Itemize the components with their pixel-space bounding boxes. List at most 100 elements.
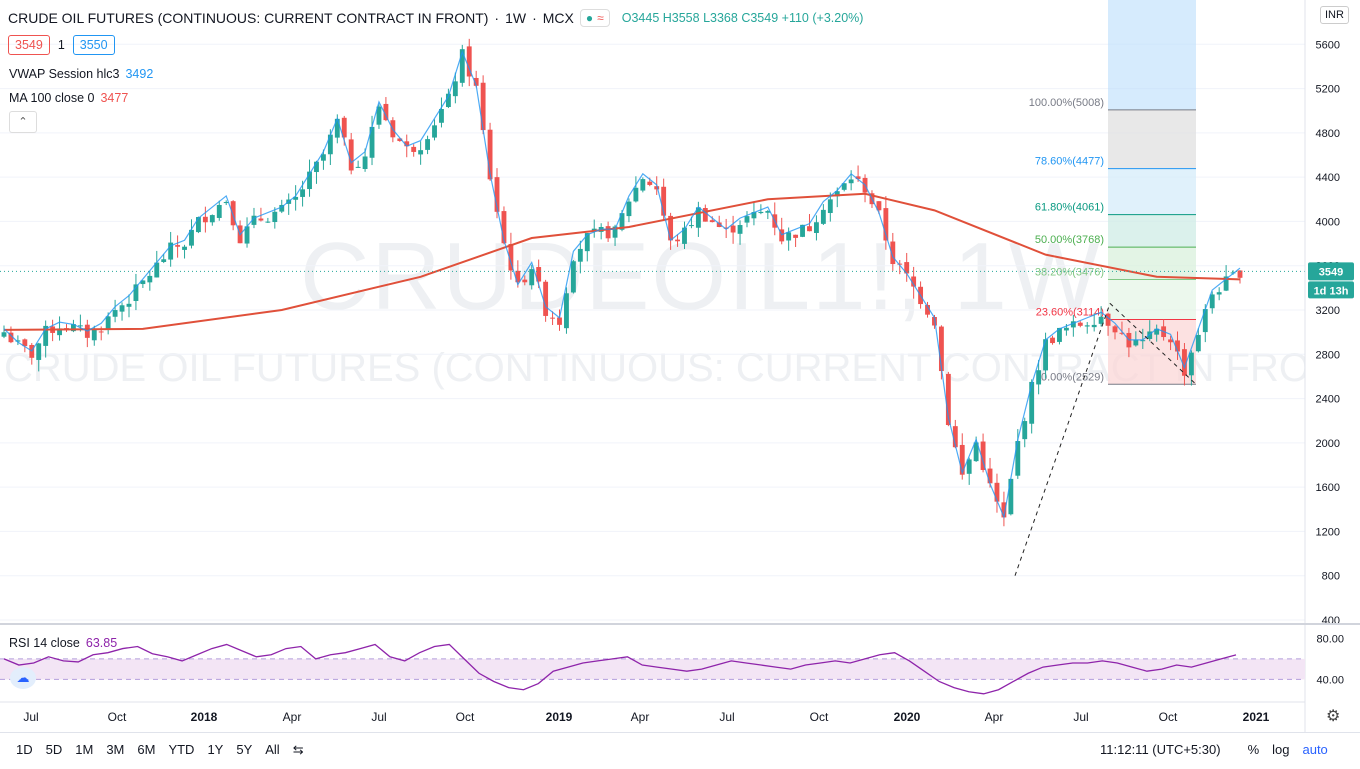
ohlc-low: L3368 [703, 11, 738, 25]
candle-body [536, 267, 542, 282]
price-tick-label: 400 [1322, 615, 1340, 627]
price-tick-label: 2400 [1316, 394, 1340, 406]
candle-body [1209, 294, 1215, 309]
date-range-icon[interactable]: ⇆ [292, 742, 304, 757]
range-3m[interactable]: 3M [106, 742, 125, 757]
candle-body [1147, 331, 1153, 339]
ohlc-open: O3445 [621, 11, 660, 25]
candle-body [890, 241, 896, 265]
candle-body [848, 179, 854, 184]
candle-body [397, 138, 403, 142]
market-status-pill[interactable]: ● ≈ [579, 9, 610, 27]
symbol-title[interactable]: CRUDE OIL FUTURES (CONTINUOUS: CURRENT C… [8, 10, 489, 26]
chart-canvas[interactable]: 100.00%(5008) 78.60%(4477) 61.80%(4061) 50.… [0, 0, 1360, 732]
range-1y[interactable]: 1Y [207, 742, 224, 757]
candle-body [189, 229, 194, 246]
range-1m[interactable]: 1M [75, 742, 94, 757]
fib-level-label: 61.80%(4061) [1035, 202, 1104, 214]
candle-body [980, 441, 986, 470]
clock-time[interactable]: 11:12:11 (UTC+5:30) [1100, 742, 1221, 757]
interval-label[interactable]: 1W [505, 10, 527, 26]
candle-body [272, 211, 278, 223]
rsi-band [0, 658, 1305, 680]
price-tick-label: 5600 [1316, 39, 1340, 51]
currency-label[interactable]: INR [1320, 6, 1349, 24]
candle-body [1057, 327, 1062, 342]
quantity-label: 1 [57, 38, 65, 52]
candle-body [689, 225, 694, 227]
fib-trend-line [1109, 302, 1197, 385]
collapse-legend-button[interactable]: ⌃ [9, 111, 37, 133]
candle-body [279, 204, 285, 212]
candle-body [1112, 326, 1118, 333]
candle-body [494, 177, 500, 212]
rsi-legend[interactable]: RSI 14 close 63.85 [9, 636, 117, 650]
ma-legend[interactable]: MA 100 close 0 3477 [9, 91, 128, 105]
rsi-label: RSI 14 close [9, 636, 80, 650]
candle-body [133, 284, 139, 301]
candle-body [126, 303, 132, 307]
range-6m[interactable]: 6M [137, 742, 156, 757]
candle-body [161, 259, 167, 262]
candle-body [182, 246, 187, 250]
time-tick-label: Oct [1159, 710, 1178, 724]
candle-body [737, 225, 743, 234]
candle-body [938, 326, 944, 372]
candle-body [112, 310, 118, 317]
candle-body [1195, 334, 1201, 352]
time-tick-label: Apr [631, 710, 650, 724]
candle-body [1188, 352, 1194, 376]
candle-body [202, 216, 208, 223]
fib-trend-line [1014, 303, 1111, 576]
candle-body [244, 226, 250, 244]
candle-body [612, 226, 618, 238]
candle-body [1216, 292, 1222, 295]
candle-body [147, 275, 153, 283]
gear-icon[interactable]: ⚙ [1326, 708, 1341, 725]
fib-level-label: 38.20%(3476) [1035, 266, 1104, 278]
range-5y[interactable]: 5Y [236, 742, 253, 757]
fib-level-label: 100.00%(5008) [1029, 97, 1104, 109]
candle-body [619, 213, 625, 230]
time-tick-label: Apr [283, 710, 302, 724]
candle-body [300, 189, 306, 197]
candle-body [1202, 309, 1208, 333]
candle-body [883, 208, 889, 241]
buy-button[interactable]: 3550 [72, 35, 115, 55]
price-tick-label: 3200 [1316, 305, 1340, 317]
candle-body [1119, 332, 1125, 334]
auto-toggle[interactable]: auto [1302, 742, 1328, 757]
candle-body [550, 317, 555, 319]
candle-body [904, 262, 910, 274]
time-tick-label: Jul [371, 710, 386, 724]
candle-body [404, 141, 410, 147]
fib-level-label: 23.60%(3114) [1036, 307, 1104, 319]
range-all[interactable]: All [265, 742, 280, 757]
sell-button[interactable]: 3549 [8, 35, 50, 55]
tradingview-logo-icon[interactable]: ☁ [10, 667, 36, 689]
rsi-tick-label: 80.00 [1316, 633, 1344, 645]
candle-body [473, 77, 479, 86]
candle-body [1237, 270, 1243, 278]
percent-toggle[interactable]: % [1247, 742, 1260, 757]
range-1d[interactable]: 1D [16, 742, 33, 757]
candle-body [959, 444, 965, 475]
log-toggle[interactable]: log [1272, 742, 1290, 757]
ma-label: MA 100 close 0 [9, 91, 95, 105]
candle-body [195, 217, 201, 233]
candle-body [36, 343, 42, 360]
vwap-legend[interactable]: VWAP Session hlc3 3492 [9, 67, 153, 81]
fib-zone [1108, 319, 1196, 385]
time-tick-label: 2021 [1243, 710, 1270, 724]
candle-body [168, 242, 174, 260]
range-ytd[interactable]: YTD [168, 742, 195, 757]
candle-body [8, 332, 14, 343]
candle-body [841, 183, 847, 190]
range-5d[interactable]: 5D [45, 742, 63, 757]
candle-body [723, 227, 729, 229]
candle-body [626, 201, 632, 217]
candle-body [702, 208, 708, 222]
candle-body [1154, 328, 1160, 335]
candle-body [570, 261, 576, 293]
candle-body [1133, 339, 1139, 346]
